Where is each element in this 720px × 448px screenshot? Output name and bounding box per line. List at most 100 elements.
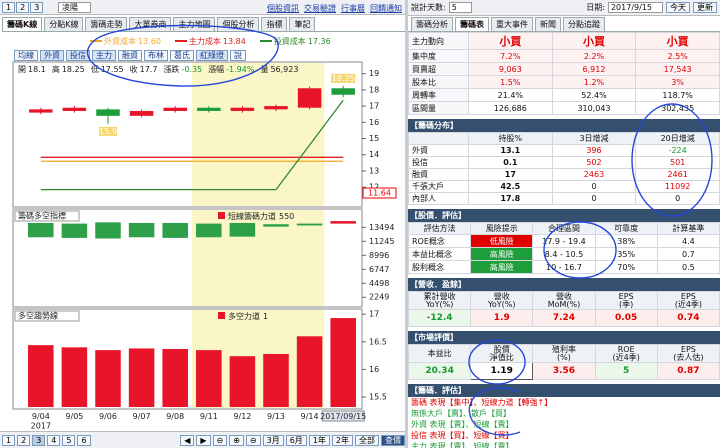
section-header: 【籌碼．評估】	[408, 384, 720, 397]
indicator-title: 籌碼多空指標	[18, 211, 66, 221]
zoom-button[interactable]: ⊕	[229, 434, 244, 446]
range-button[interactable]: 3月	[262, 434, 284, 446]
section-header: 【市場評價】	[408, 331, 720, 344]
bar	[263, 353, 289, 407]
link[interactable]: 個股資訊	[267, 4, 299, 13]
info-label: 漲幅	[208, 64, 224, 74]
summary-table: 主力動向 小買 小買 小買 集中度 7.2% 2.2% 2.5% 買賣超 9,063 6,912 17…	[408, 32, 720, 115]
date-input[interactable]: 2017/9/15	[607, 2, 663, 13]
page-button[interactable]: 5	[62, 434, 76, 446]
info-label: 低	[91, 64, 99, 74]
range-button[interactable]: 6月	[285, 434, 307, 446]
zoom-button[interactable]: ⊖	[245, 434, 261, 446]
info-value: 18.1	[28, 65, 46, 74]
indicator-select	[14, 210, 80, 222]
y-tick-label: 17	[369, 102, 379, 111]
tab[interactable]: 籌碼分析	[411, 17, 453, 31]
y-tick-label: 8996	[369, 251, 389, 260]
link[interactable]: 行事曆	[341, 4, 365, 13]
value-row: -12.4 1.9 7.24 0.05 0.74	[408, 309, 720, 327]
tab[interactable]: 筆記	[289, 17, 316, 31]
y-tick-label: 16	[369, 118, 379, 127]
nav-button[interactable]: 3	[30, 2, 44, 13]
high-label-box	[331, 73, 356, 83]
cell: 17.8	[468, 192, 553, 205]
bar	[95, 350, 121, 407]
bar	[162, 222, 188, 238]
bar	[263, 224, 289, 227]
x-tick-label: 9/04	[32, 412, 50, 421]
cell: 高風險	[470, 260, 534, 274]
range-button[interactable]: 1年	[308, 434, 330, 446]
link[interactable]: 回饋通知	[370, 4, 402, 13]
tab[interactable]: 重大事件	[491, 17, 533, 31]
nav-button[interactable]: 2	[16, 2, 30, 13]
cell: 2461	[635, 168, 720, 181]
tab[interactable]: 分點追蹤	[563, 17, 605, 31]
range-button[interactable]: 全部	[355, 434, 379, 446]
cell: 小買	[635, 32, 720, 50]
tab[interactable]: 籌碼表	[455, 17, 489, 31]
y-tick-label: 13	[369, 166, 379, 175]
value-cell: 20.34	[408, 362, 472, 380]
header-cell: 可靠度	[594, 222, 658, 235]
tab[interactable]: 分點K線	[44, 17, 84, 31]
assessment-line: 外資 表現【賣】、短線【賣】	[411, 420, 514, 429]
distribution-row: 融資 17 2463 2461	[408, 168, 720, 181]
summary-row: 買賣超 9,063 6,912 17,543	[408, 62, 720, 76]
toggle-button[interactable]: 均線	[14, 49, 38, 61]
info-value: -1.94%	[226, 65, 255, 74]
zoom-button[interactable]: ▶	[196, 434, 211, 446]
candle-body	[264, 106, 288, 110]
high-label: 18.25	[332, 74, 355, 83]
page-button[interactable]: 6	[77, 434, 91, 446]
indicator-value: 1	[263, 312, 268, 321]
zoom-button[interactable]: ◀	[180, 434, 195, 446]
range-button[interactable]: 2年	[331, 434, 353, 446]
cell: 買賣超	[408, 62, 469, 76]
range-button[interactable]: 查價	[381, 434, 405, 446]
current-date-box	[321, 410, 365, 422]
update-button[interactable]: 更新	[693, 2, 717, 13]
cell: 內部人	[408, 192, 469, 205]
cell: 主力動向	[408, 32, 469, 50]
stock-name[interactable]: 凌陽	[58, 2, 91, 13]
y-tick-label: 16.5	[369, 337, 387, 346]
info-value: 17.7	[140, 65, 158, 74]
zoom-button[interactable]: ⊖	[212, 434, 228, 446]
cell: 35%	[594, 247, 658, 261]
nav-button[interactable]: 1	[2, 2, 16, 13]
cell: 8.4 - 10.5	[532, 247, 596, 261]
today-button[interactable]: 今天	[666, 2, 690, 13]
cell: 周轉率	[408, 88, 469, 102]
page-button[interactable]: 3	[32, 434, 46, 446]
bar	[229, 222, 256, 237]
summary-row: 區間量 126,686 310,043 302,435	[408, 101, 720, 115]
low-label: 15.9	[99, 127, 117, 136]
page-button[interactable]: 4	[47, 434, 61, 446]
cell: 投信	[408, 156, 469, 169]
candle-body	[297, 88, 322, 108]
candle-body	[29, 109, 53, 113]
tab[interactable]: 籌碼K線	[2, 17, 43, 31]
info-value: 56,923	[270, 65, 298, 74]
x-tick-label: 9/08	[166, 412, 184, 421]
bar	[196, 223, 222, 238]
right-tabs: 籌碼分析 籌碼表 重大事件 新聞 分點追蹤	[408, 16, 720, 32]
legend-swatch	[218, 212, 225, 219]
bar	[296, 336, 323, 407]
cell: 396	[551, 144, 637, 157]
info-label: 漲跌	[163, 64, 179, 74]
tab[interactable]: 新聞	[535, 17, 561, 31]
page-button[interactable]: 1	[2, 434, 16, 446]
cell: 501	[635, 156, 720, 169]
days-select[interactable]: 5	[448, 2, 472, 13]
y-tick-label: 17	[369, 310, 379, 319]
header-cell: 累計營收 YoY(%)	[408, 291, 472, 310]
link[interactable]: 交易驗證	[304, 4, 336, 13]
toggle-button[interactable]: 外資	[40, 49, 64, 61]
header-cell: 20日增減	[635, 132, 720, 145]
candle-body	[96, 109, 120, 116]
header-cell: 殖利率 (%)	[532, 344, 596, 363]
page-button[interactable]: 2	[17, 434, 31, 446]
